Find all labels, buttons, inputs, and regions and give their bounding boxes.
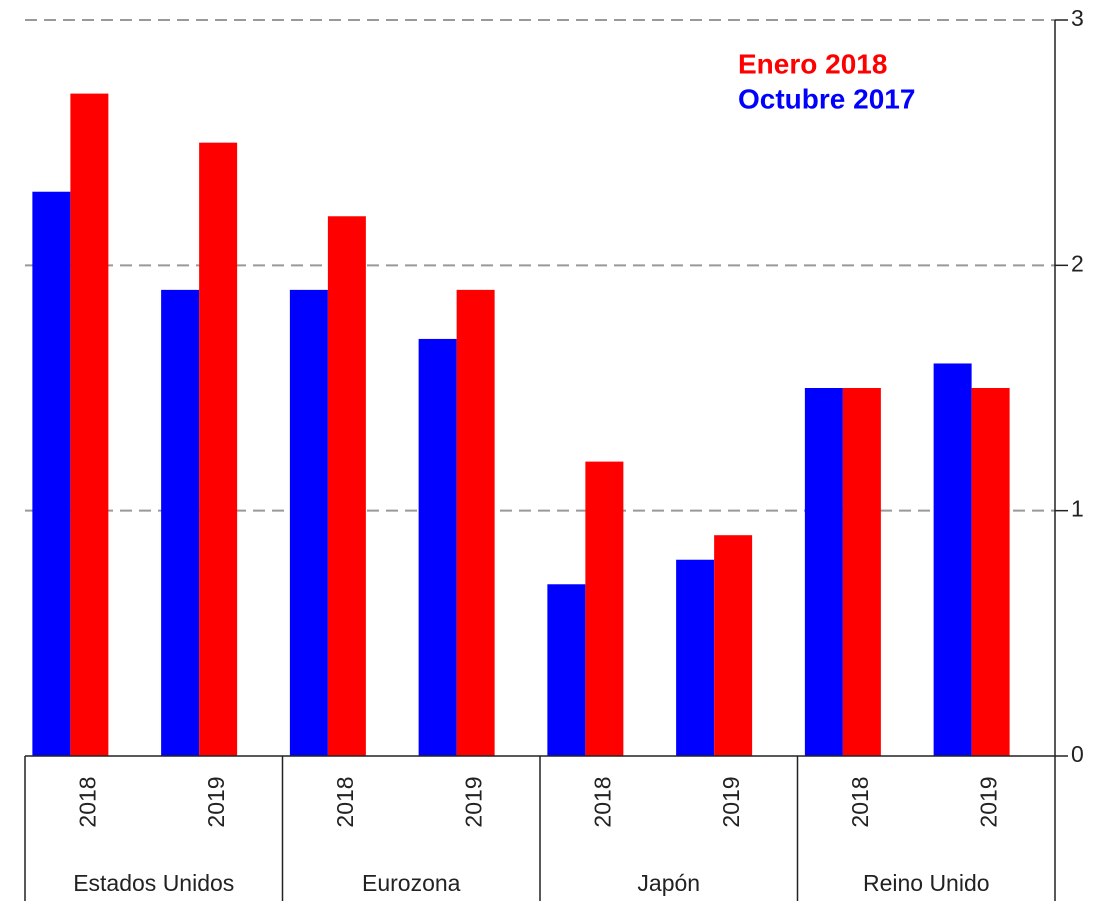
legend-entry: Enero 2018 bbox=[738, 48, 887, 79]
y-tick-label: 1 bbox=[1071, 496, 1084, 522]
group-label: Reino Unido bbox=[863, 870, 990, 896]
bar bbox=[289, 289, 328, 756]
y-tick-label: 2 bbox=[1071, 250, 1084, 276]
bar bbox=[70, 93, 109, 757]
group-label: Japón bbox=[637, 870, 700, 896]
bar bbox=[585, 461, 624, 756]
x-tick-label: 2018 bbox=[589, 776, 615, 827]
group-label: Eurozona bbox=[362, 870, 461, 896]
bar bbox=[456, 289, 495, 756]
x-tick-label: 2019 bbox=[718, 776, 744, 827]
bar bbox=[842, 388, 881, 756]
bar bbox=[418, 338, 457, 756]
y-tick-label: 0 bbox=[1071, 741, 1084, 767]
y-tick-label: 3 bbox=[1071, 5, 1084, 31]
legend-entry: Octubre 2017 bbox=[738, 83, 915, 114]
bar bbox=[714, 535, 753, 756]
bar bbox=[676, 559, 715, 756]
x-tick-label: 2019 bbox=[203, 776, 229, 827]
bar bbox=[933, 363, 972, 756]
bar bbox=[804, 388, 843, 756]
bar bbox=[161, 289, 200, 756]
group-label: Estados Unidos bbox=[73, 870, 234, 896]
x-tick-label: 2019 bbox=[976, 776, 1002, 827]
bar bbox=[547, 584, 586, 756]
x-tick-label: 2018 bbox=[847, 776, 873, 827]
x-tick-label: 2019 bbox=[461, 776, 487, 827]
bar bbox=[199, 142, 238, 756]
x-tick-label: 2018 bbox=[74, 776, 100, 827]
bar bbox=[327, 216, 366, 756]
x-tick-label: 2018 bbox=[332, 776, 358, 827]
bar bbox=[971, 388, 1010, 756]
bar bbox=[32, 191, 71, 756]
